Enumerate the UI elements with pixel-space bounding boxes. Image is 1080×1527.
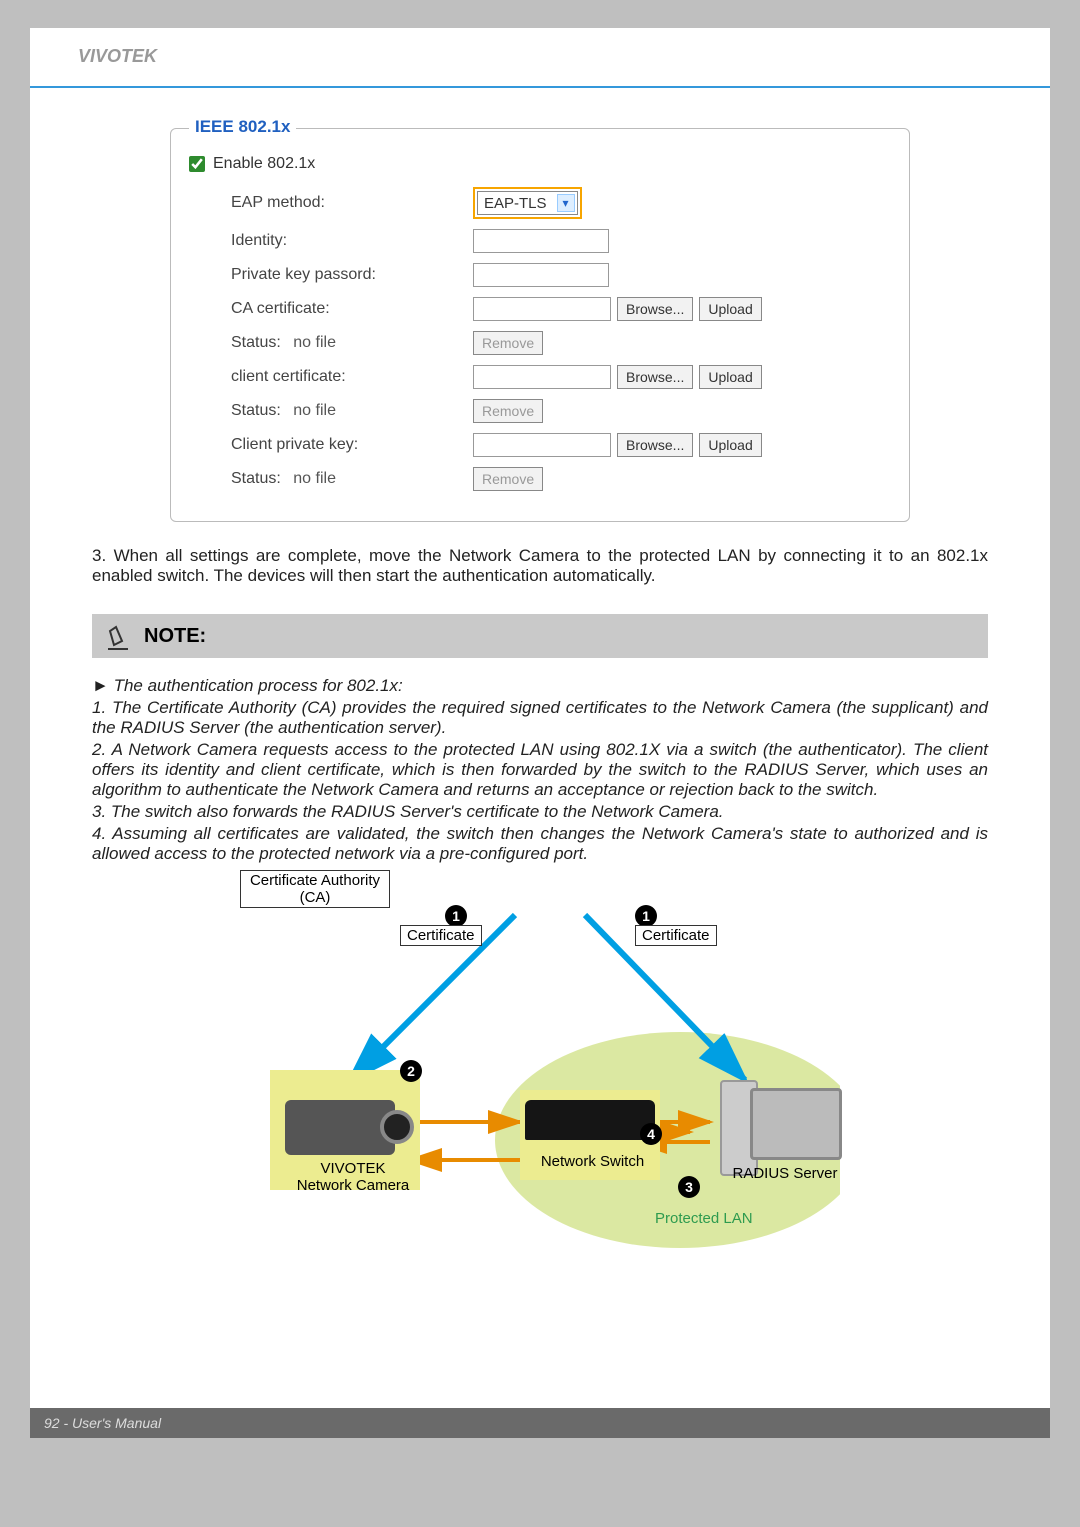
step-badge-1b: 1 — [635, 905, 657, 927]
client-key-upload-button[interactable]: Upload — [699, 433, 761, 457]
switch-label: Network Switch — [530, 1153, 655, 1170]
client-cert-status-row: Status: no file Remove — [189, 399, 891, 423]
ca-status-value: no file — [285, 334, 336, 351]
auth-diagram: Certificate Authority (CA) 1 1 Certifica… — [240, 870, 840, 1250]
protected-lan-label: Protected LAN — [655, 1210, 753, 1227]
step-badge-4: 4 — [640, 1123, 662, 1145]
ca-box: Certificate Authority (CA) — [240, 870, 390, 908]
camera-icon — [285, 1100, 395, 1155]
ca-cert-label: CA certificate: — [231, 300, 473, 318]
client-cert-path-input[interactable] — [473, 365, 611, 389]
enable-8021x-checkbox[interactable] — [189, 156, 205, 172]
client-key-label: Client private key: — [231, 436, 473, 454]
eap-method-highlight: EAP-TLS ▾ — [473, 187, 582, 219]
eap-method-row: EAP method: EAP-TLS ▾ — [189, 187, 891, 219]
ieee-8021x-fieldset: IEEE 802.1x Enable 802.1x EAP method: EA… — [170, 128, 910, 522]
eap-method-value: EAP-TLS — [484, 195, 547, 212]
brand-label: VIVOTEK — [78, 46, 157, 66]
identity-input[interactable] — [473, 229, 609, 253]
page-footer: 92 - User's Manual — [30, 1408, 1050, 1438]
identity-label: Identity: — [231, 232, 473, 250]
note-p2: 2. A Network Camera requests access to t… — [92, 740, 988, 800]
pkpass-input[interactable] — [473, 263, 609, 287]
pkpass-label: Private key passord: — [231, 266, 473, 284]
note-p4: 4. Assuming all certificates are validat… — [92, 824, 988, 864]
client-key-row: Client private key: Browse... Upload — [189, 433, 891, 457]
note-intro: The authentication process for 802.1x: — [92, 676, 988, 696]
camera-lens-icon — [380, 1110, 414, 1144]
client-key-path-input[interactable] — [473, 433, 611, 457]
note-title: NOTE: — [144, 625, 206, 648]
cert-right-box: Certificate — [635, 925, 717, 946]
client-key-status-label: Status: no file — [231, 470, 473, 488]
eap-method-select[interactable]: EAP-TLS ▾ — [477, 191, 578, 215]
page-number-label: 92 - User's Manual — [44, 1415, 161, 1431]
step-badge-1a: 1 — [445, 905, 467, 927]
client-cert-label: client certificate: — [231, 368, 473, 386]
ca-upload-button[interactable]: Upload — [699, 297, 761, 321]
client-cert-row: client certificate: Browse... Upload — [189, 365, 891, 389]
ca-remove-button[interactable]: Remove — [473, 331, 543, 355]
page-content: IEEE 802.1x Enable 802.1x EAP method: EA… — [30, 88, 1050, 1250]
note-body: The authentication process for 802.1x: 1… — [92, 676, 988, 864]
switch-icon — [525, 1100, 655, 1140]
client-key-status-value: no file — [285, 470, 336, 487]
step-badge-2: 2 — [400, 1060, 422, 1082]
ca-browse-button[interactable]: Browse... — [617, 297, 693, 321]
identity-row: Identity: — [189, 229, 891, 253]
page: VIVOTEK IEEE 802.1x Enable 802.1x EAP me… — [30, 28, 1050, 1438]
ca-cert-row: CA certificate: Browse... Upload — [189, 297, 891, 321]
client-cert-status-label: Status: no file — [231, 402, 473, 420]
pencil-icon — [106, 621, 130, 651]
client-cert-upload-button[interactable]: Upload — [699, 365, 761, 389]
eap-method-label: EAP method: — [231, 194, 473, 212]
server-monitor-icon — [750, 1088, 842, 1160]
client-cert-remove-button[interactable]: Remove — [473, 399, 543, 423]
client-key-status-row: Status: no file Remove — [189, 467, 891, 491]
enable-8021x-label: Enable 802.1x — [213, 155, 315, 173]
client-cert-browse-button[interactable]: Browse... — [617, 365, 693, 389]
note-heading-bar: NOTE: — [92, 614, 988, 658]
client-cert-status-value: no file — [285, 402, 336, 419]
ca-status-label: Status: no file — [231, 334, 473, 352]
client-key-remove-button[interactable]: Remove — [473, 467, 543, 491]
chevron-down-icon: ▾ — [557, 194, 575, 212]
note-p1: 1. The Certificate Authority (CA) provid… — [92, 698, 988, 738]
note-p3: 3. The switch also forwards the RADIUS S… — [92, 802, 988, 822]
cert-left-box: Certificate — [400, 925, 482, 946]
page-header: VIVOTEK — [30, 28, 1050, 88]
camera-label: VIVOTEK Network Camera — [288, 1160, 418, 1194]
radius-label: RADIUS Server — [720, 1165, 850, 1182]
ca-cert-path-input[interactable] — [473, 297, 611, 321]
client-key-browse-button[interactable]: Browse... — [617, 433, 693, 457]
para-step3: 3. When all settings are complete, move … — [92, 546, 988, 586]
step-badge-3: 3 — [678, 1176, 700, 1198]
pkpass-row: Private key passord: — [189, 263, 891, 287]
enable-row: Enable 802.1x — [189, 155, 891, 173]
ca-status-row: Status: no file Remove — [189, 331, 891, 355]
fieldset-legend: IEEE 802.1x — [189, 117, 296, 137]
